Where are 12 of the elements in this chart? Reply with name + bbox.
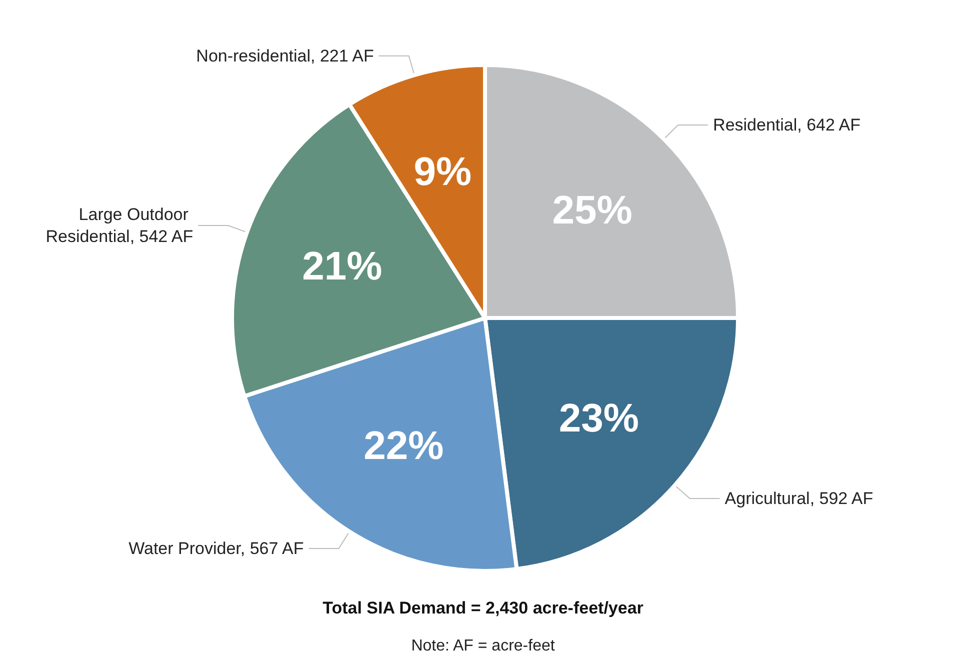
text: Note: AF = acre-feet — [411, 638, 556, 654]
data-label: 23% — [558, 396, 639, 440]
data-label: 25% — [552, 188, 632, 233]
slice-label: Large Outdoor Residential, 542 AF — [46, 205, 194, 246]
data-label: 22% — [364, 424, 444, 468]
slice-label: Non-residential, 221 AF — [196, 46, 374, 66]
slice-label: Water Provider, 567 AF — [128, 539, 304, 558]
slice-label: Residential, 642 AF — [713, 115, 860, 134]
text: Total SIA Demand = 2,430 acre-feet/year — [322, 598, 644, 618]
data-label: 9% — [414, 150, 472, 194]
slice-label: Agricultural, 592 AF — [724, 489, 874, 508]
data-label: 21% — [302, 244, 382, 289]
